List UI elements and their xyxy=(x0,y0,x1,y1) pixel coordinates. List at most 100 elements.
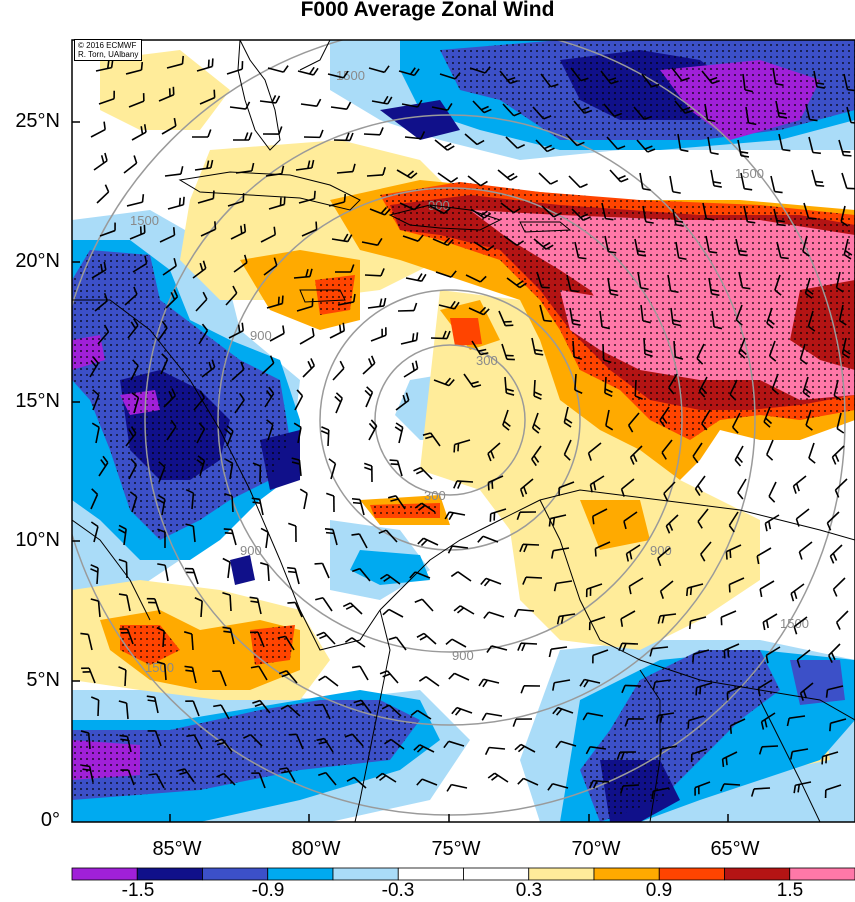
wind-barb-flag xyxy=(778,225,786,226)
lon-label-80w: 80°W xyxy=(271,838,361,861)
colorbar-swatch xyxy=(725,868,790,880)
wind-barb-flag xyxy=(149,774,157,775)
wind-barb-flag xyxy=(488,482,489,490)
wind-barb-flag xyxy=(239,325,240,333)
wind-barb-flag xyxy=(826,755,827,763)
wind-barb-flag xyxy=(775,192,783,193)
wind-barb-flag xyxy=(183,197,184,205)
wind-barb-flag xyxy=(458,443,459,451)
wind-barb-flag xyxy=(343,323,344,331)
wind-barb-flag xyxy=(553,518,554,526)
colorbar-label-03: 0.3 xyxy=(499,880,559,902)
lat-label-15n: 15°N xyxy=(0,390,60,413)
colorbar-swatch xyxy=(529,868,594,880)
wind-barb-flag xyxy=(316,222,317,230)
colorbar xyxy=(72,868,855,880)
wind-barb-flag xyxy=(549,519,550,527)
wind-barb-shaft xyxy=(268,565,269,581)
wind-barb-shaft xyxy=(457,481,473,482)
ring-label-900-southwest: 900 xyxy=(240,543,262,558)
wind-barb-flag xyxy=(315,563,323,564)
wind-barb-shaft xyxy=(232,496,233,512)
wind-barb-flag xyxy=(224,529,232,530)
wind-barb-flag xyxy=(740,255,748,256)
wind-barb-flag xyxy=(314,191,315,199)
wind-barb-flag xyxy=(454,445,455,453)
wind-barb-flag xyxy=(340,325,341,333)
wind-barb-flag xyxy=(731,726,732,734)
wind-barb-flag xyxy=(250,597,258,598)
wind-barb-shaft xyxy=(523,544,539,545)
wind-barb-flag xyxy=(605,219,613,220)
wind-barb-flag xyxy=(225,533,233,534)
wind-barb-flag xyxy=(848,90,855,91)
wind-barb-flag xyxy=(723,759,724,767)
wind-barb-flag xyxy=(213,191,214,199)
wind-barb-shaft xyxy=(603,344,604,360)
wind-barb-flag xyxy=(185,666,193,667)
wind-barb-flag xyxy=(687,588,688,596)
wind-barb-flag xyxy=(729,584,730,592)
wind-barb-flag xyxy=(417,332,418,340)
wind-barb-flag xyxy=(571,291,579,292)
wind-barb-flag xyxy=(180,198,181,206)
wind-barb-flag xyxy=(813,153,821,154)
wind-barb-flag xyxy=(815,182,823,183)
wind-barb-shaft xyxy=(192,634,193,650)
wind-barb-flag xyxy=(223,627,231,628)
wind-barb-flag xyxy=(827,690,828,698)
ring-label-300: 300 xyxy=(476,353,498,368)
wind-barb-flag xyxy=(593,516,594,524)
wind-barb-flag xyxy=(535,354,543,355)
lat-label-5n: 5°N xyxy=(0,669,60,692)
wind-barb-flag xyxy=(782,150,790,151)
lon-label-85w: 85°W xyxy=(132,838,222,861)
wind-barb-flag xyxy=(353,503,361,504)
wind-barb-flag xyxy=(706,219,714,220)
wind-barb-flag xyxy=(390,460,398,461)
wind-barb-flag xyxy=(279,297,280,305)
wind-barb-flag xyxy=(253,502,261,503)
colorbar-swatch xyxy=(594,868,659,880)
wind-barb-flag xyxy=(534,350,542,351)
wind-barb-flag xyxy=(80,633,88,634)
colorbar-label-09: 0.9 xyxy=(629,880,689,902)
wind-barb-flag xyxy=(287,602,295,603)
colorbar-label-neg03: -0.3 xyxy=(368,880,428,902)
wind-barb-flag xyxy=(816,185,824,186)
wind-barb-flag xyxy=(282,296,283,304)
wind-barb-flag xyxy=(691,587,692,595)
wind-barb-flag xyxy=(325,529,333,530)
wind-barb-shaft xyxy=(125,670,126,686)
colorbar-label-neg09: -0.9 xyxy=(238,880,298,902)
wind-barb-flag xyxy=(726,757,727,765)
wind-barb-shaft xyxy=(623,785,639,786)
wind-barb-flag xyxy=(608,252,616,253)
wind-barb-flag xyxy=(413,333,414,341)
wind-barb-flag xyxy=(182,56,183,64)
wind-barb-flag xyxy=(777,221,785,222)
wind-barb-flag xyxy=(250,601,258,602)
wind-barb-shaft xyxy=(635,380,636,396)
map-figure: 300 300 900 900 900 900 900 1500 1500 15… xyxy=(0,0,855,900)
colorbar-label-15: 1.5 xyxy=(760,880,820,902)
wind-barb-flag xyxy=(344,194,345,202)
wind-barb-shaft xyxy=(521,643,537,644)
wind-barb-flag xyxy=(693,654,694,662)
wind-barb-flag xyxy=(185,670,193,671)
credit-line-1: © 2016 ECMWF xyxy=(78,41,138,50)
wind-barb-flag xyxy=(830,723,831,731)
colorbar-swatch xyxy=(659,868,724,880)
colorbar-swatch xyxy=(137,868,202,880)
wind-barb-shaft xyxy=(573,341,574,357)
ring-label-300-south: 300 xyxy=(424,488,446,503)
wind-barb-shaft xyxy=(622,643,638,644)
lat-label-10n: 10°N xyxy=(0,529,60,552)
wind-barb-flag xyxy=(242,323,243,331)
wind-barb-shaft xyxy=(328,430,329,446)
wind-barb-flag xyxy=(241,226,242,234)
wind-barb-flag xyxy=(578,258,586,259)
wind-barb-shaft xyxy=(762,746,778,747)
lat-label-25n: 25°N xyxy=(0,110,60,133)
lat-label-20n: 20°N xyxy=(0,250,60,273)
